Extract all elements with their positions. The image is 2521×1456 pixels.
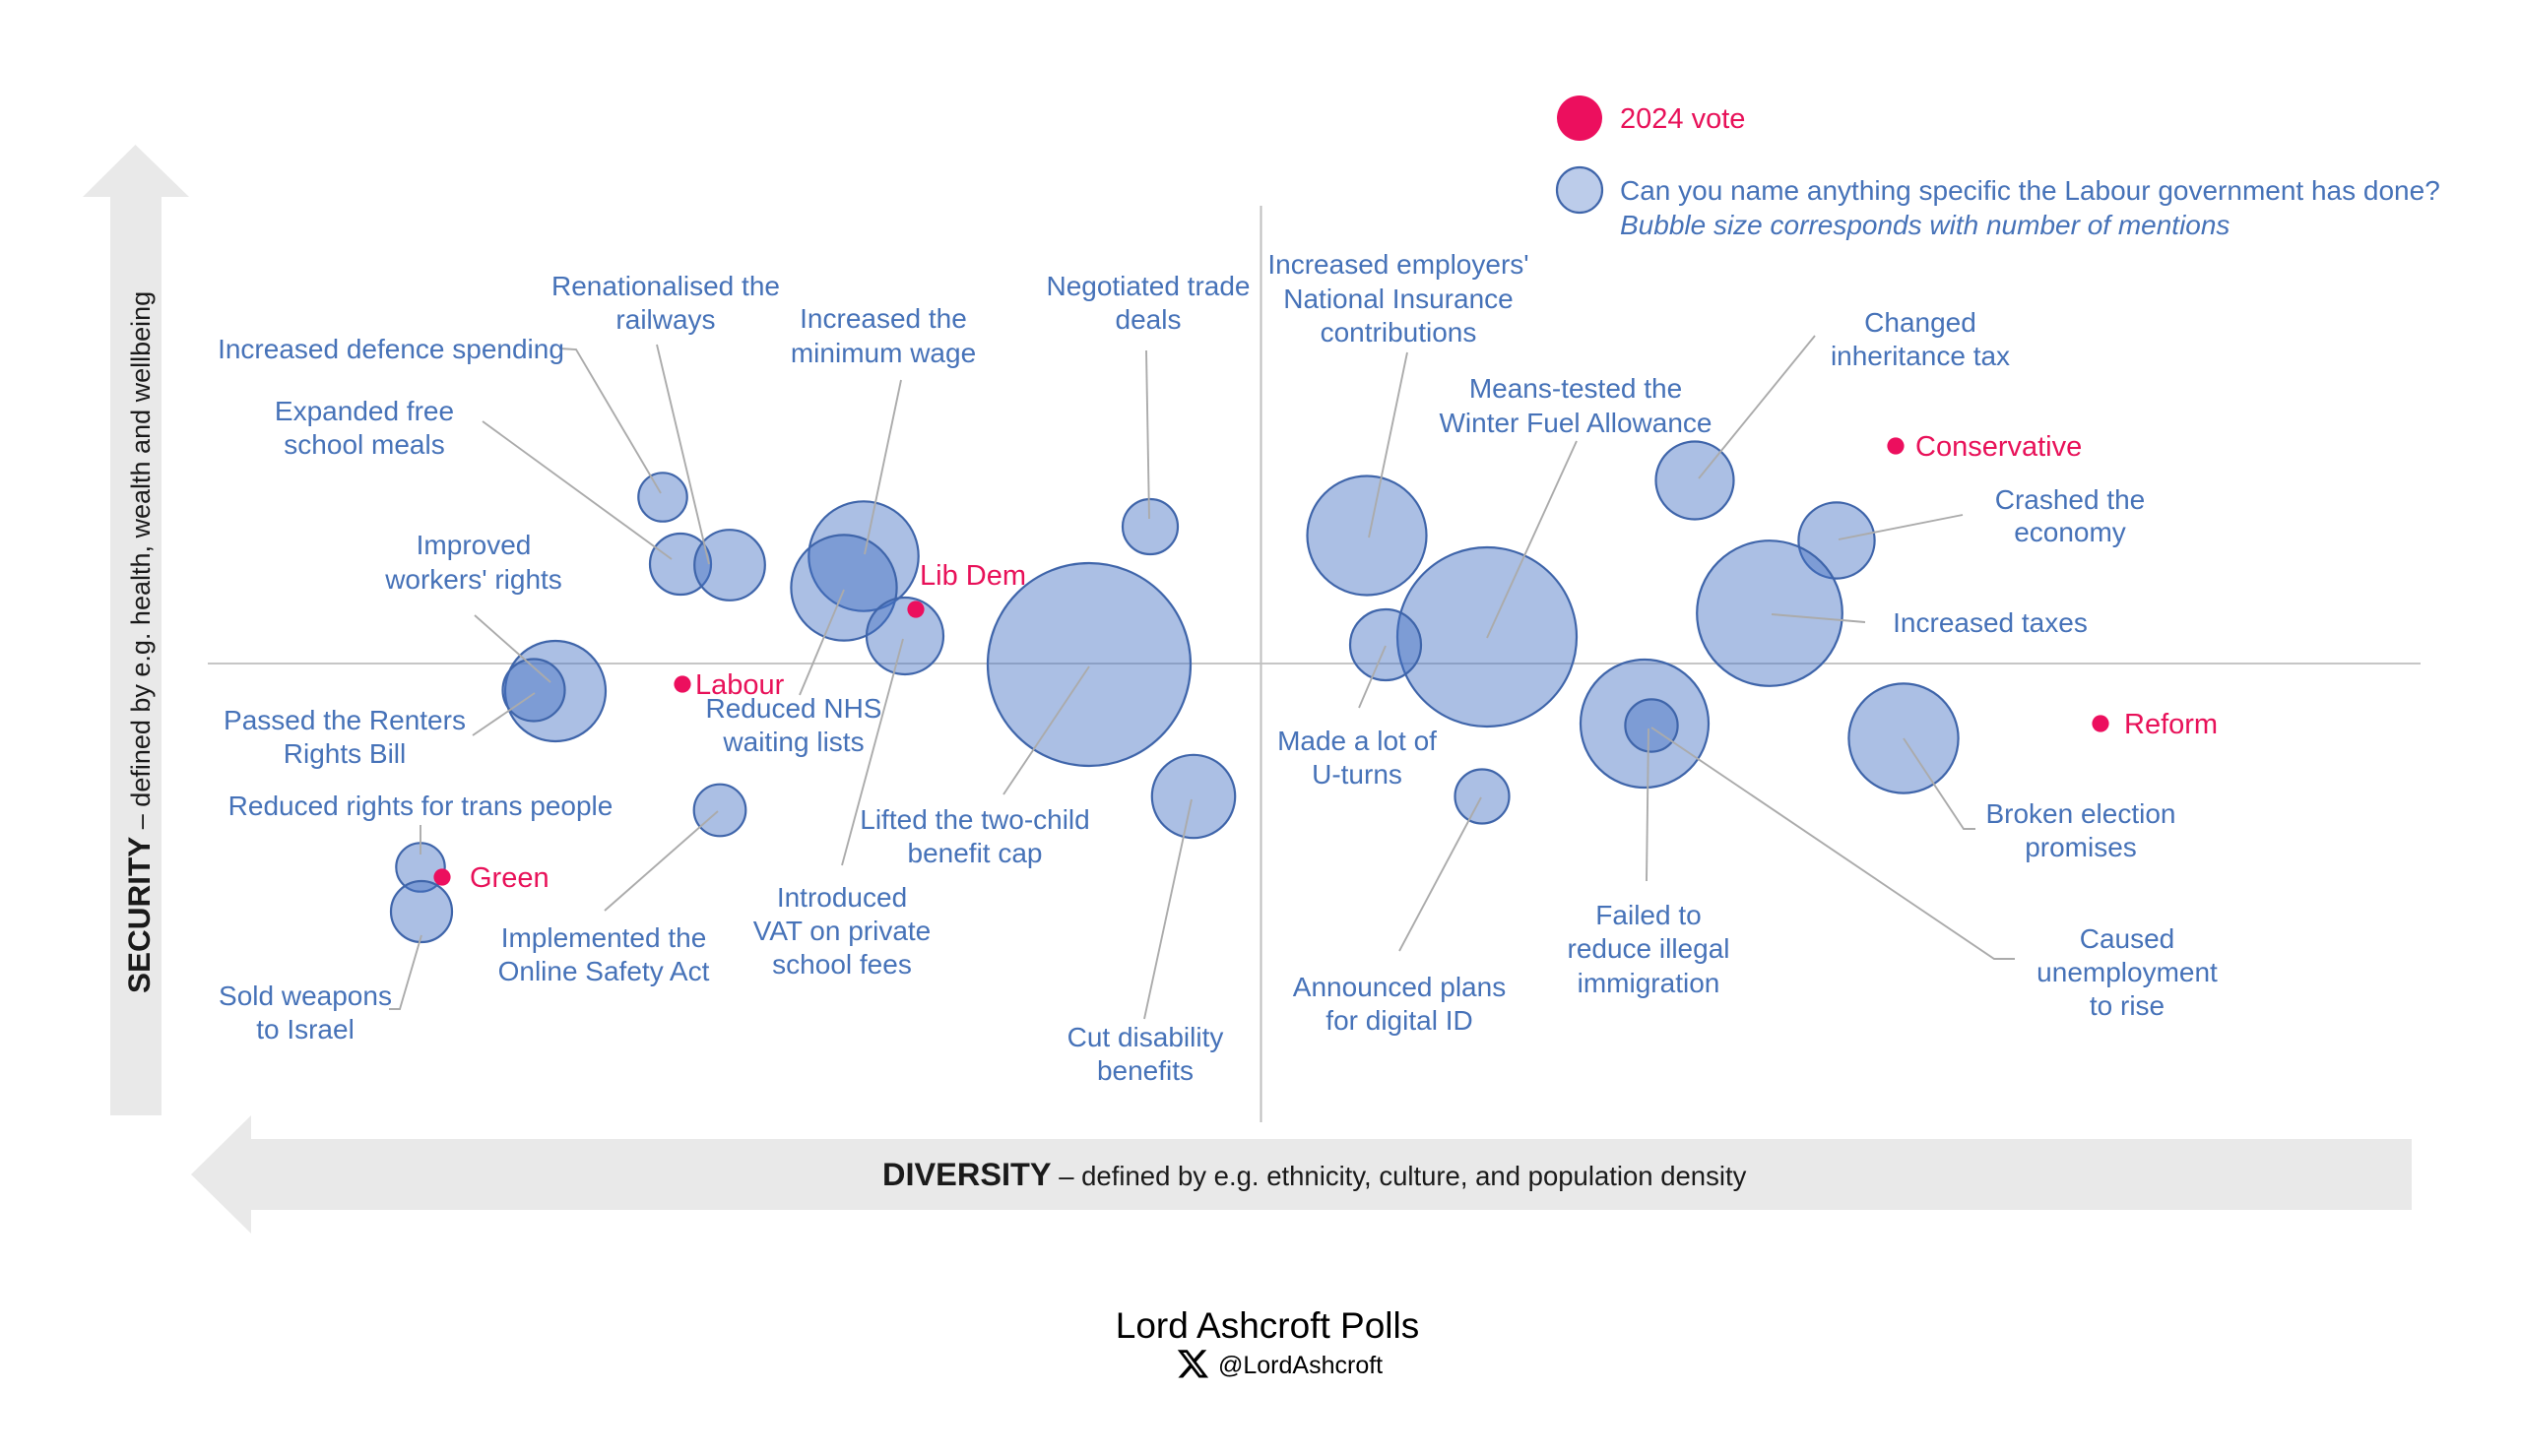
svg-text:Negotiated trade: Negotiated trade [1046, 271, 1250, 301]
svg-text:railways: railways [615, 304, 715, 335]
svg-text:VAT on private: VAT on private [753, 916, 932, 946]
svg-text:immigration: immigration [1578, 968, 1720, 998]
svg-text:Labour: Labour [695, 669, 785, 701]
svg-text:Conservative: Conservative [1915, 431, 2082, 463]
svg-text:Winter Fuel Allowance: Winter Fuel Allowance [1439, 408, 1712, 438]
svg-text:Announced plans: Announced plans [1293, 972, 1506, 1002]
svg-text:Reduced NHS: Reduced NHS [706, 693, 882, 724]
svg-text:Rights Bill: Rights Bill [284, 738, 406, 769]
svg-text:Reduced rights for trans peopl: Reduced rights for trans people [228, 791, 614, 821]
svg-text:Broken election: Broken election [1985, 798, 2175, 829]
svg-text:deals: deals [1116, 304, 1182, 335]
svg-text:National Insurance: National Insurance [1283, 284, 1513, 314]
svg-text:reduce illegal: reduce illegal [1568, 933, 1730, 964]
svg-text:Cut disability: Cut disability [1067, 1022, 1224, 1052]
svg-text:school fees: school fees [772, 949, 912, 980]
svg-text:benefits: benefits [1097, 1055, 1194, 1086]
svg-text:economy: economy [2014, 517, 2126, 547]
svg-text:to rise: to rise [2090, 990, 2165, 1021]
svg-text:minimum wage: minimum wage [791, 338, 976, 368]
svg-text:benefit cap: benefit cap [908, 838, 1043, 868]
svg-text:Increased employers': Increased employers' [1267, 249, 1528, 280]
svg-text:Caused: Caused [2080, 923, 2175, 954]
svg-text:DIVERSITY – defined by e.g. et: DIVERSITY – defined by e.g. ethnicity, c… [882, 1157, 1747, 1192]
svg-text:Failed to: Failed to [1595, 900, 1701, 930]
svg-text:Implemented the: Implemented the [501, 922, 707, 953]
svg-text:Changed: Changed [1864, 307, 1976, 338]
svg-text:unemployment: unemployment [2036, 957, 2218, 987]
svg-text:school meals: school meals [284, 429, 444, 460]
svg-text:Renationalised the: Renationalised the [551, 271, 780, 301]
svg-text:@LordAshcroft: @LordAshcroft [1218, 1352, 1383, 1379]
svg-text:to Israel: to Israel [256, 1014, 355, 1045]
svg-text:Lib Dem: Lib Dem [920, 560, 1026, 592]
svg-text:Increased defence spending: Increased defence spending [218, 334, 564, 364]
svg-text:Reform: Reform [2124, 709, 2218, 740]
svg-text:Increased taxes: Increased taxes [1893, 607, 2088, 638]
svg-text:Can you name anything specific: Can you name anything specific the Labou… [1620, 175, 2440, 206]
svg-text:Online Safety Act: Online Safety Act [498, 956, 710, 986]
svg-text:waiting lists: waiting lists [722, 727, 864, 757]
svg-text:Improved: Improved [417, 530, 532, 560]
svg-text:for digital ID: for digital ID [1325, 1005, 1472, 1036]
svg-text:Increased the: Increased the [800, 303, 967, 334]
svg-text:U-turns: U-turns [1312, 759, 1402, 790]
svg-text:contributions: contributions [1321, 317, 1477, 348]
svg-text:Expanded free: Expanded free [275, 396, 454, 426]
svg-text:Green: Green [470, 862, 549, 894]
svg-text:Made a lot of: Made a lot of [1277, 726, 1437, 756]
svg-text:Lord Ashcroft Polls: Lord Ashcroft Polls [1116, 1305, 1419, 1346]
svg-text:Passed the Renters: Passed the Renters [224, 705, 466, 735]
svg-text:Introduced: Introduced [777, 882, 907, 913]
svg-text:Lifted the two-child: Lifted the two-child [860, 804, 1089, 835]
svg-text:SECURITY – defined by e.g. hea: SECURITY – defined by e.g. health, wealt… [121, 291, 157, 993]
svg-text:2024 vote: 2024 vote [1620, 103, 1745, 135]
svg-text:Bubble size corresponds with n: Bubble size corresponds with number of m… [1620, 210, 2230, 240]
svg-text:promises: promises [2025, 832, 2137, 862]
svg-text:Means-tested the: Means-tested the [1469, 373, 1682, 404]
svg-text:Crashed the: Crashed the [1995, 484, 2146, 515]
svg-text:Sold weapons: Sold weapons [219, 981, 392, 1011]
svg-text:inheritance tax: inheritance tax [1831, 341, 2010, 371]
svg-text:workers' rights: workers' rights [384, 564, 562, 595]
